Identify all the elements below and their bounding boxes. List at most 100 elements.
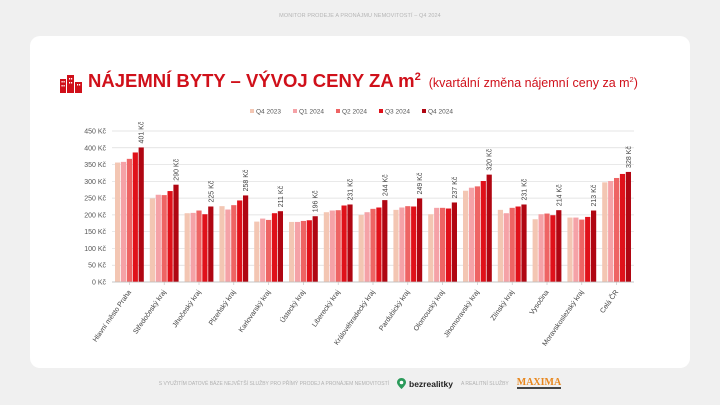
legend-label: Q4 2023 [256,109,281,116]
bar-q3-2024 [306,220,312,282]
data-label: 328 Kč [626,146,633,168]
x-category-label: Celá ČR [598,288,621,315]
bar-q2-2024 [509,207,515,282]
bar-q4-2023 [428,214,434,282]
legend-swatch [379,109,383,113]
bar-q3-2024 [237,200,243,282]
bar-q1-2024 [573,217,579,282]
bar-q1-2024 [260,218,266,282]
bezrealitky-logo: bezrealitky [397,378,453,389]
title-sub: (kvartální změna nájemní ceny za m [428,76,630,90]
y-tick-label: 400 Kč [84,145,106,152]
y-tick-label: 100 Kč [84,246,106,253]
bar-q4-2024 [312,216,318,282]
bar-q4-2024 [486,174,492,282]
footer: S VYUŽITÍM DATOVÉ BÁZE NEJVĚTŠÍ SLUŽBY P… [0,378,720,389]
data-label: 211 Kč [278,185,285,207]
bar-q1-2024 [190,212,196,282]
bar-q4-2024 [347,204,353,282]
y-tick-label: 250 Kč [84,196,106,203]
bar-q1-2024 [434,207,440,282]
legend-swatch [422,109,426,113]
y-tick-label: 150 Kč [84,229,106,236]
bar-q2-2024 [544,213,550,282]
bar-q4-2023 [289,221,295,282]
data-label: 231 Kč [522,178,529,200]
legend-label: Q3 2024 [385,109,410,116]
bar-q1-2024 [468,187,475,282]
bar-q2-2024 [474,186,480,282]
title-sup: 2 [414,70,421,83]
bar-q4-2024 [173,184,179,282]
x-category-label: Vysočina [529,289,551,316]
bar-q4-2023 [149,198,155,282]
bar-q3-2024 [585,216,591,282]
x-category-label: Olomoucký kraj [413,289,447,333]
bar-q4-2024 [625,171,631,282]
legend-swatch [336,109,340,113]
bar-q4-2023 [115,162,121,282]
data-label: 290 Kč [174,158,181,180]
bar-q1-2024 [364,212,370,282]
x-category-label: Plzeňský kraj [208,289,238,327]
title-main: NÁJEMNÍ BYTY – VÝVOJ CENY ZA m [88,70,415,91]
x-category-label: Královéhradecký kraj [333,289,376,347]
bar-q2-2024 [614,177,620,282]
bar-q4-2024 [138,147,144,282]
legend-label: Q2 2024 [342,109,367,116]
buildings-icon [60,75,82,93]
bar-q4-2023 [532,219,538,282]
page-title: NÁJEMNÍ BYTY – VÝVOJ CENY ZA m2 (kvartál… [88,70,638,92]
legend-swatch [293,109,297,113]
bar-q3-2024 [515,206,521,282]
x-category-label: Pardubický kraj [378,289,411,333]
bar-q2-2024 [579,219,585,282]
bar-q1-2024 [329,210,335,282]
bar-q4-2024 [243,195,249,282]
x-category-label: Jihomoravský kraj [443,289,481,339]
bar-q4-2024 [521,204,527,282]
bar-q2-2024 [126,158,132,282]
y-tick-label: 450 Kč [84,129,106,136]
y-tick-label: 0 Kč [92,280,107,287]
bar-q3-2024 [167,191,173,282]
data-label: 401 Kč [139,121,146,143]
bar-q4-2023 [358,214,364,282]
bar-q4-2023 [323,212,329,282]
bar-q2-2024 [300,220,306,282]
bar-q2-2024 [335,210,341,282]
bezrealitky-text: bezrealitky [409,378,453,389]
maxima-logo: MAXIMA [516,377,562,389]
x-category-label: Ústecký kraj [278,288,307,325]
x-category-label: Jihočeský kraj [172,289,203,329]
data-label: 196 Kč [313,190,320,212]
bar-q3-2024 [445,208,452,282]
bar-q3-2024 [341,205,347,282]
data-label: 213 Kč [591,184,598,206]
data-label: 258 Kč [243,169,250,191]
bar-q3-2024 [132,152,138,282]
data-label: 225 Kč [208,180,215,202]
data-label: 244 Kč [382,174,389,196]
data-label: 231 Kč [348,178,355,200]
bar-q2-2024 [231,205,237,282]
bar-q1-2024 [225,209,231,282]
bar-q4-2024 [556,210,562,282]
bar-q4-2023 [602,182,608,282]
bar-q1-2024 [399,207,405,282]
bar-q2-2024 [405,206,411,282]
footer-text: S VYUŽITÍM DATOVÉ BÁZE NEJVĚTŠÍ SLUŽBY P… [158,380,390,387]
footer-text-2: A REALITNÍ SLUŽBY [460,380,509,387]
title-sub-end: ) [633,76,638,90]
legend-label: Q1 2024 [299,109,324,116]
data-label: 320 Kč [487,148,494,170]
y-tick-label: 50 Kč [88,263,106,270]
x-category-label: Zlínský kraj [490,289,516,322]
x-category-label: Hlavní město Praha [92,289,133,343]
y-tick-label: 200 Kč [84,212,106,219]
bar-q4-2024 [277,211,283,282]
bar-q1-2024 [155,194,161,282]
bar-q3-2024 [202,214,208,282]
bar-q2-2024 [196,210,202,282]
